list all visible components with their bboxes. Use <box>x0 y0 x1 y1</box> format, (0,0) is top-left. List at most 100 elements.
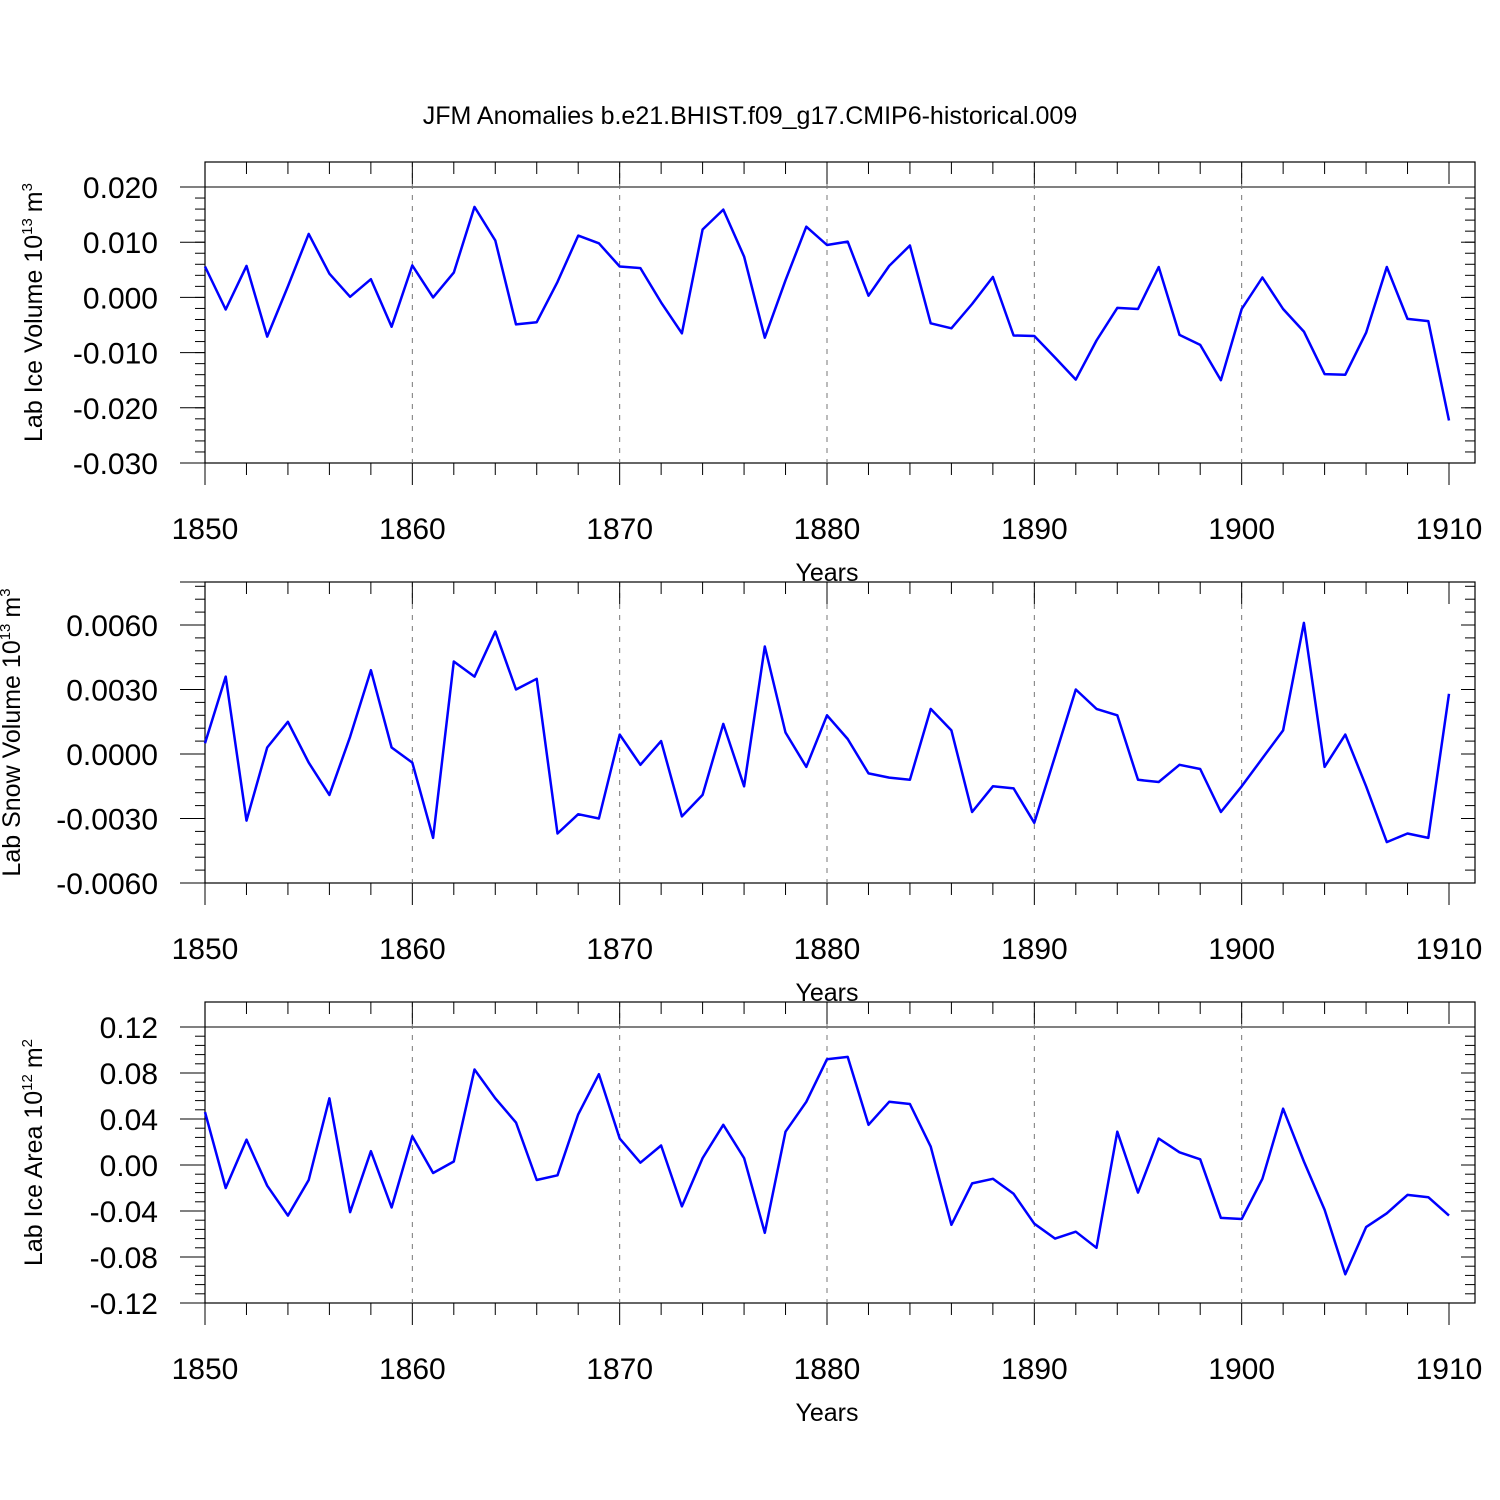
data-point <box>847 738 849 740</box>
data-point <box>328 1097 330 1099</box>
data-point <box>1095 708 1097 710</box>
data-point <box>494 239 496 241</box>
data-point <box>1240 785 1242 787</box>
data-point <box>390 1206 392 1208</box>
data-point <box>681 815 683 817</box>
data-point <box>1386 266 1388 268</box>
data-point <box>494 630 496 632</box>
data-point <box>1323 766 1325 768</box>
data-point <box>390 746 392 748</box>
x-tick-label: 1900 <box>1208 1353 1275 1386</box>
data-point <box>1303 622 1305 624</box>
data-point <box>1240 1218 1242 1220</box>
data-point <box>1033 335 1035 337</box>
y-tick-label: 0.010 <box>83 227 158 260</box>
data-point <box>432 837 434 839</box>
data-point <box>1261 757 1263 759</box>
data-point <box>660 301 662 303</box>
x-tick-label: 1870 <box>586 933 653 966</box>
data-point <box>598 242 600 244</box>
data-point <box>1116 714 1118 716</box>
y-axis-title: Lab Ice Volume 1013 m3 <box>19 183 48 442</box>
x-tick-label: 1860 <box>379 513 446 546</box>
series-line-lab-ice-area <box>203 1055 1450 1276</box>
data-point <box>1427 320 1429 322</box>
data-point <box>1137 1191 1139 1193</box>
data-point <box>494 1097 496 1099</box>
x-tick-label: 1890 <box>1001 513 1068 546</box>
data-point <box>307 761 309 763</box>
data-point <box>307 233 309 235</box>
y-axis-title-part: Lab Ice Area 10 <box>20 1091 48 1266</box>
data-point <box>1303 330 1305 332</box>
data-point <box>598 1073 600 1075</box>
plot-frame <box>204 1001 1476 1304</box>
data-point <box>515 1121 517 1123</box>
data-point <box>1075 688 1077 690</box>
y-tick-label: 0.12 <box>100 1012 158 1045</box>
x-tick-label: 1850 <box>172 933 239 966</box>
y-axis-title-part: m <box>0 597 26 618</box>
data-point <box>1178 764 1180 766</box>
y-axis-title-part: m <box>20 191 48 212</box>
panel-1: 0.020 0.010 0.000 -0.010 -0.020 -0.030 1850 186… <box>19 161 1482 587</box>
y-axis-title-part: Lab Snow Volume 10 <box>0 640 26 876</box>
data-point <box>681 1205 683 1207</box>
data-point <box>225 1187 227 1189</box>
y-axis-title: Lab Snow Volume 1013 m3 <box>0 588 26 876</box>
data-point <box>515 323 517 325</box>
x-axis-title: Years <box>795 1399 858 1427</box>
data-point <box>536 1179 538 1181</box>
data-point <box>556 1174 558 1176</box>
data-point <box>536 321 538 323</box>
data-point <box>1261 276 1263 278</box>
data-point <box>556 281 558 283</box>
data-point <box>701 794 703 796</box>
data-point <box>784 731 786 733</box>
panel-3: 0.12 0.08 0.04 0.00 -0.04 -0.08 -0.12 1850 1860 1… <box>19 1001 1483 1427</box>
data-point <box>204 1111 206 1113</box>
data-point <box>971 1182 973 1184</box>
series-line-lab-ice-volume <box>203 205 1451 421</box>
data-point <box>847 1056 849 1058</box>
x-tick-label: 1910 <box>1416 1353 1483 1386</box>
data-point <box>245 1139 247 1141</box>
data-point <box>1344 373 1346 375</box>
data-point <box>743 255 745 257</box>
data-point <box>660 740 662 742</box>
y-tick-label: -0.04 <box>90 1196 158 1229</box>
data-point <box>1116 1130 1118 1132</box>
data-point <box>1427 837 1429 839</box>
data-point <box>473 1068 475 1070</box>
data-point <box>660 1144 662 1146</box>
data-point <box>1158 266 1160 268</box>
data-point <box>453 271 455 273</box>
data-point <box>639 267 641 269</box>
data-point <box>743 785 745 787</box>
data-point <box>390 325 392 327</box>
chart-title: JFM Anomalies b.e21.BHIST.f09_g17.CMIP6-… <box>423 102 1077 130</box>
data-point <box>701 1157 703 1159</box>
data-point <box>1095 1247 1097 1249</box>
x-tick-label: 1860 <box>379 1353 446 1386</box>
x-tick-label: 1850 <box>172 513 239 546</box>
data-point <box>349 296 351 298</box>
data-point <box>411 761 413 763</box>
data-point <box>764 1232 766 1234</box>
data-point <box>805 766 807 768</box>
y-tick-label: 0.0030 <box>66 675 158 708</box>
y-tick-label: 0.08 <box>100 1058 158 1091</box>
data-point <box>1095 339 1097 341</box>
y-tick-label: 0.0060 <box>66 610 158 643</box>
y-tick-label: -0.08 <box>90 1242 158 1275</box>
y-tick-label: -0.020 <box>73 393 158 426</box>
y-axis-title-part: 12 <box>19 1074 36 1091</box>
y-axis-title-part: m <box>20 1047 48 1068</box>
y-axis-title: Lab Ice Area 1012 m2 <box>19 1039 48 1266</box>
data-point <box>432 296 434 298</box>
data-point <box>909 1103 911 1105</box>
data-point <box>473 206 475 208</box>
data-point <box>1199 344 1201 346</box>
data-point <box>950 1224 952 1226</box>
